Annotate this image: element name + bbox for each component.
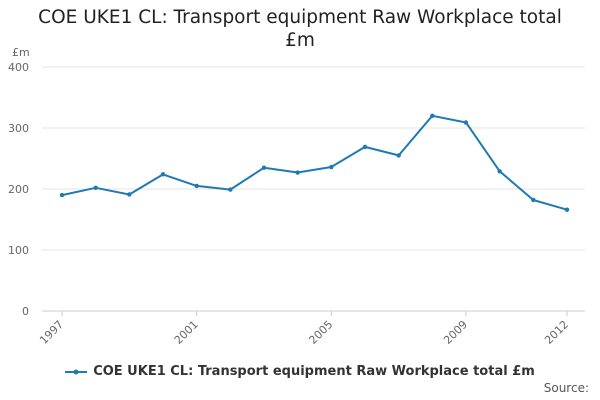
y-axis: £m 0 100 200 300 400 bbox=[8, 46, 30, 318]
y-tick-label-100: 100 bbox=[8, 244, 29, 257]
gridlines bbox=[42, 66, 585, 312]
data-point-2007 bbox=[396, 153, 401, 158]
series-line-0 bbox=[61, 114, 568, 211]
data-point-2000 bbox=[160, 172, 166, 177]
x-tick-label-1997: 1997 bbox=[37, 318, 66, 347]
chart-title: COE UKE1 CL: Transport equipment Raw Wor… bbox=[0, 6, 600, 52]
data-point-2005 bbox=[329, 164, 334, 170]
data-point-1998 bbox=[93, 185, 98, 190]
y-tick-label-200: 200 bbox=[8, 183, 29, 196]
data-point-2003 bbox=[261, 165, 267, 170]
x-tick-label-2009: 2009 bbox=[441, 318, 470, 347]
source-label: Source: bbox=[543, 381, 589, 395]
y-tick-label-400: 400 bbox=[8, 61, 29, 74]
data-point-2004 bbox=[295, 170, 300, 175]
x-axis: 1997 2001 2005 2009 2012 bbox=[37, 311, 571, 347]
data-point-2008 bbox=[430, 113, 435, 119]
series-group bbox=[59, 113, 570, 212]
y-axis-label: £m bbox=[12, 46, 30, 59]
y-tick-label-300: 300 bbox=[8, 122, 29, 135]
legend-line-marker-icon bbox=[65, 369, 88, 374]
data-point-2001 bbox=[194, 183, 199, 189]
data-point-1999 bbox=[127, 192, 132, 197]
y-tick-label-0: 0 bbox=[22, 305, 29, 318]
x-tick-label-2001: 2001 bbox=[172, 318, 201, 347]
data-point-2011 bbox=[531, 197, 536, 203]
data-point-2009 bbox=[463, 120, 469, 125]
data-point-1997 bbox=[59, 192, 65, 198]
chart-title-line-1: COE UKE1 CL: Transport equipment Raw Wor… bbox=[38, 7, 562, 28]
x-tick-label-2012: 2012 bbox=[542, 318, 571, 347]
data-point-2002 bbox=[228, 187, 233, 192]
data-point-2012 bbox=[564, 207, 570, 212]
legend[interactable]: COE UKE1 CL: Transport equipment Raw Wor… bbox=[0, 364, 600, 379]
chart-title-line-2: £m bbox=[285, 30, 315, 51]
legend-label: COE UKE1 CL: Transport equipment Raw Wor… bbox=[93, 364, 535, 379]
x-tick-label-2005: 2005 bbox=[306, 318, 335, 347]
data-point-2006 bbox=[362, 144, 368, 150]
data-point-2010 bbox=[497, 169, 502, 174]
